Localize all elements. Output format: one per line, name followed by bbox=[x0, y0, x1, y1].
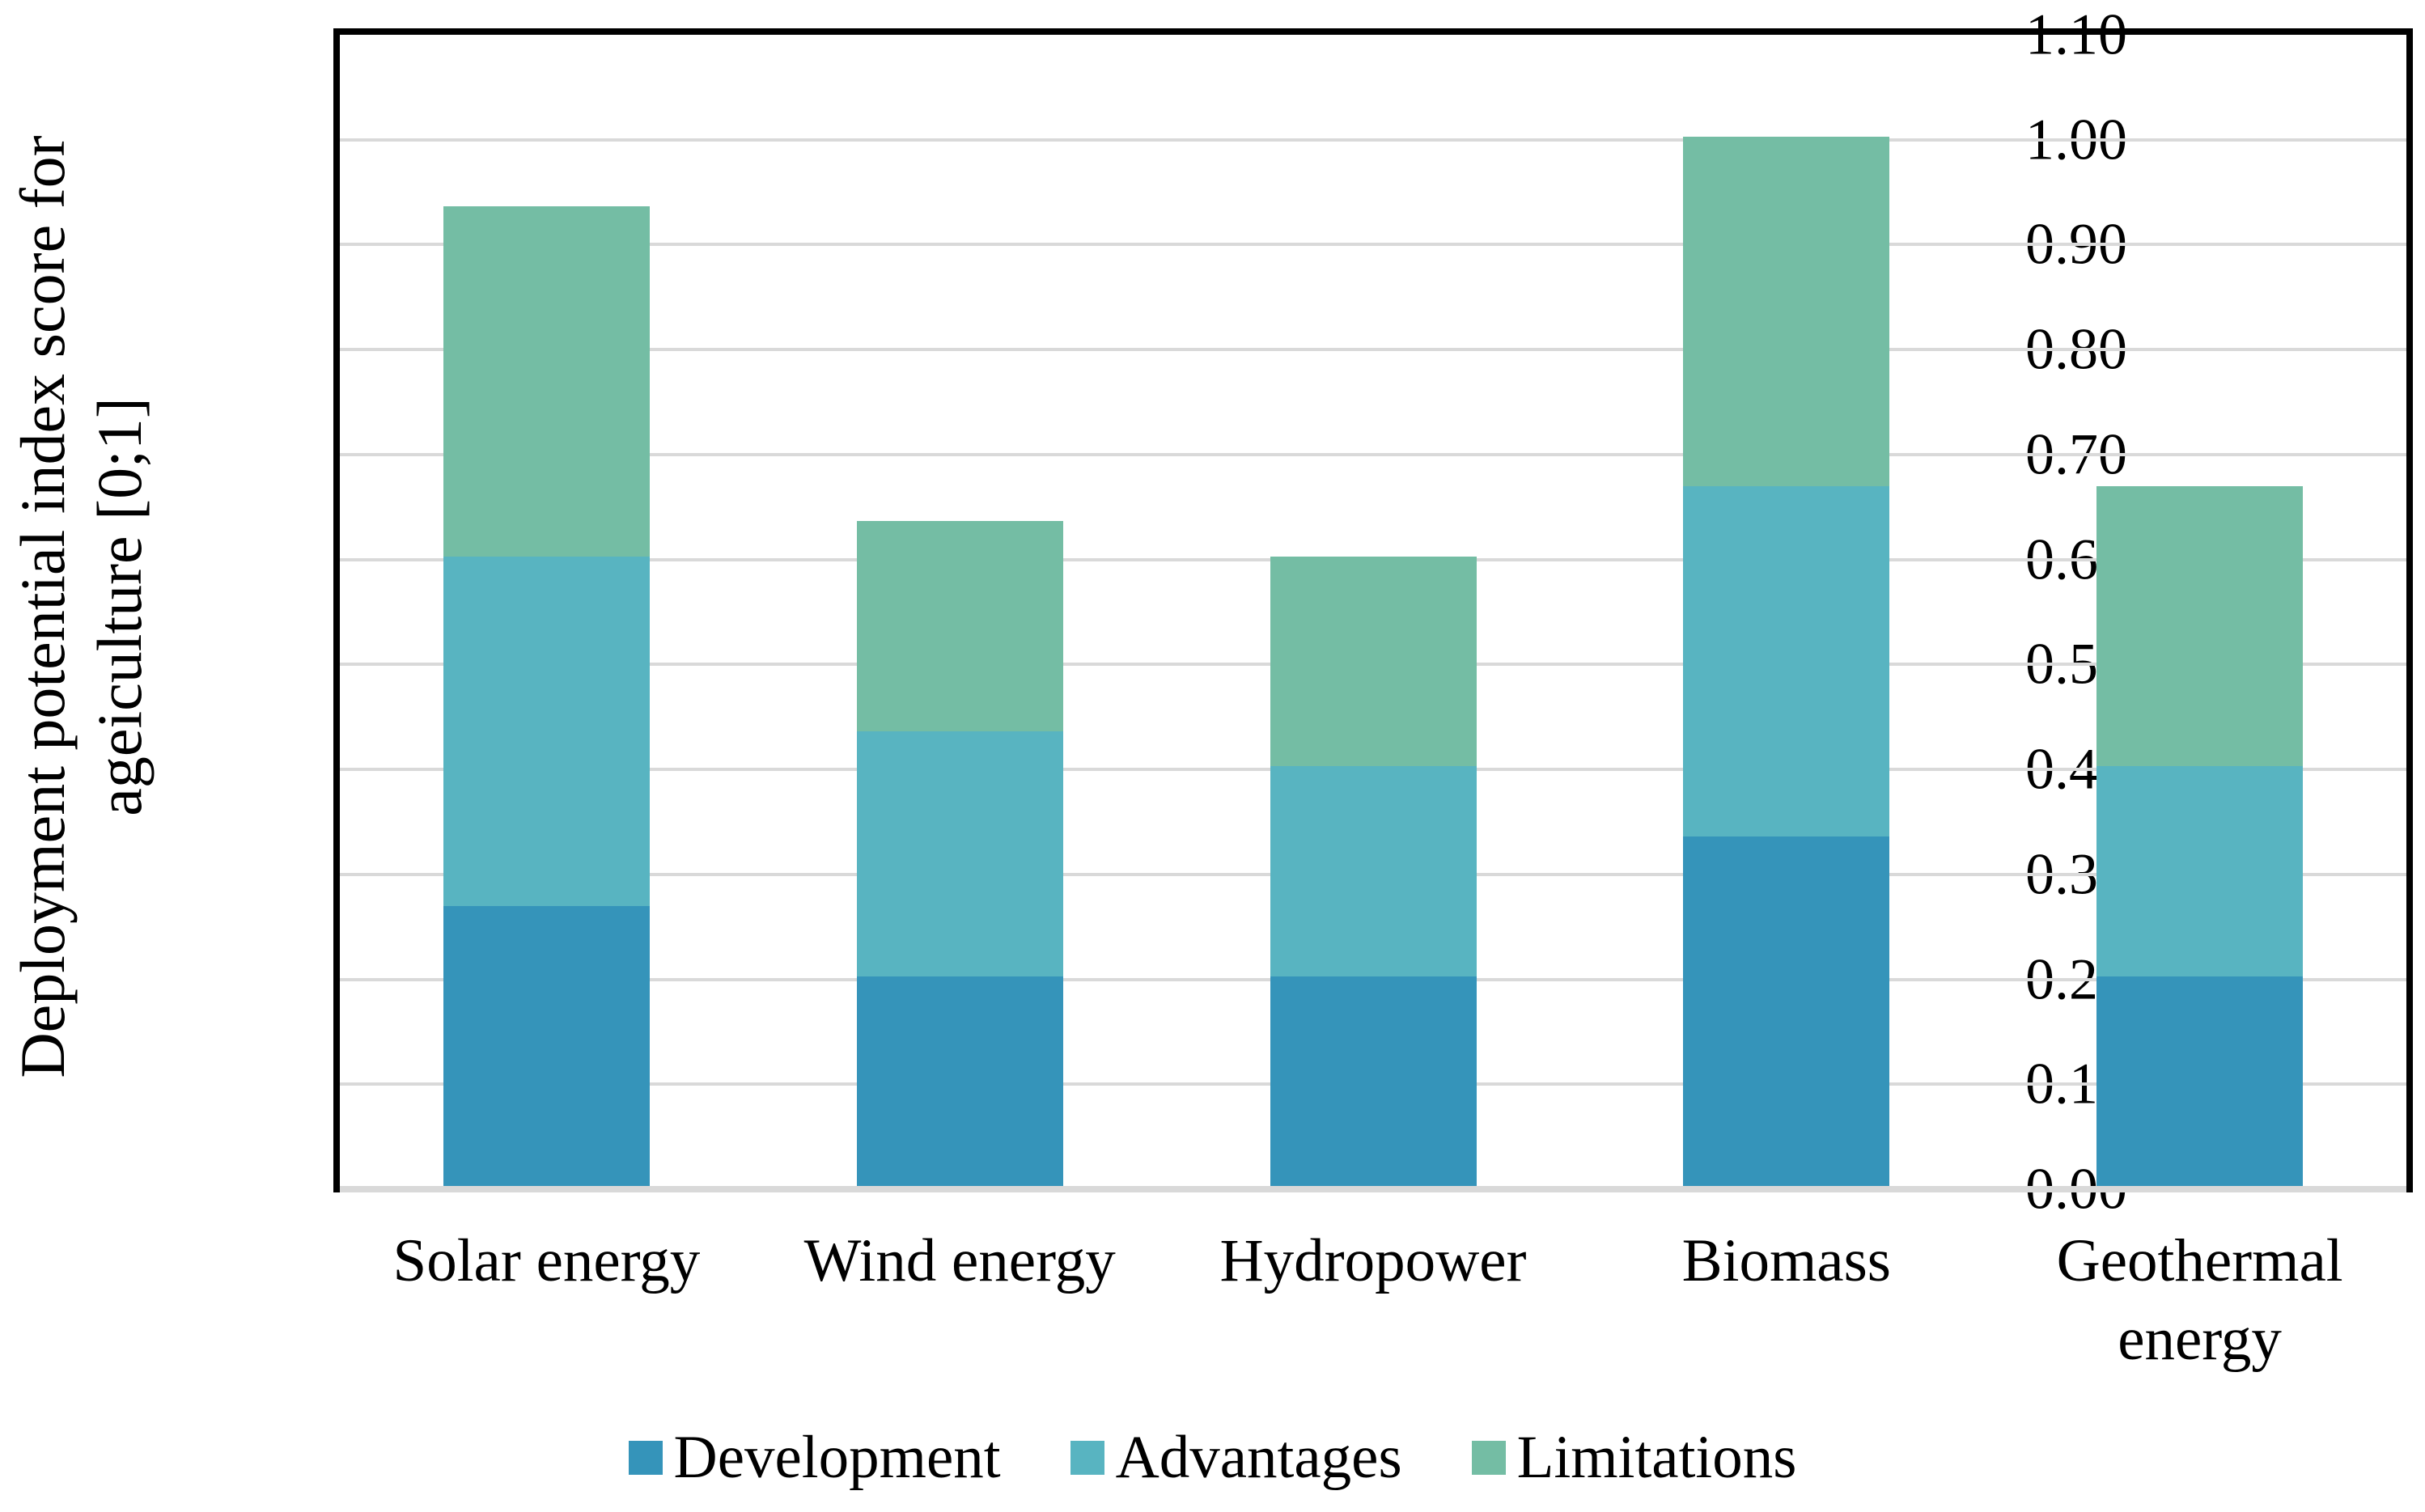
legend-swatch-advantages bbox=[1070, 1441, 1104, 1475]
bar-segment-limitations-wind-energy bbox=[856, 521, 1063, 731]
bar-segment-limitations-biomass bbox=[1683, 136, 1890, 487]
bar-segment-advantages-wind-energy bbox=[856, 731, 1063, 976]
y-axis-title-line2: ageiculture [0;1] bbox=[84, 397, 155, 816]
x-category-label-hydropower: Hydropower bbox=[1219, 1227, 1527, 1294]
bar-segment-limitations-geothermal-energy bbox=[2096, 486, 2304, 767]
legend-label-advantages: Advantages bbox=[1115, 1424, 1402, 1491]
bar-segment-advantages-biomass bbox=[1683, 486, 1890, 836]
gridline-0.80 bbox=[340, 348, 2406, 352]
plot-area bbox=[333, 28, 2413, 1192]
bar-segment-development-wind-energy bbox=[856, 976, 1063, 1186]
x-category-label-solar-energy: Solar energy bbox=[392, 1227, 701, 1294]
x-category-label-geothermal-energy: Geothermal energy bbox=[2056, 1227, 2343, 1373]
legend-swatch-limitations bbox=[1471, 1441, 1506, 1475]
legend-label-limitations: Limitations bbox=[1516, 1424, 1797, 1491]
bar-segment-advantages-solar-energy bbox=[443, 556, 650, 907]
legend-item-development: Development bbox=[628, 1424, 1001, 1491]
legend-label-development: Development bbox=[673, 1424, 1001, 1491]
bar-segment-development-hydropower bbox=[1270, 976, 1477, 1186]
gridline-0.90 bbox=[340, 243, 2406, 247]
gridline-1.00 bbox=[340, 138, 2406, 142]
x-category-label-biomass: Biomass bbox=[1681, 1227, 1891, 1294]
bar-segment-limitations-solar-energy bbox=[443, 206, 650, 557]
gridline-0.70 bbox=[340, 452, 2406, 456]
bar-segment-advantages-hydropower bbox=[1270, 766, 1477, 976]
y-axis-title: Deployment potential index score for age… bbox=[4, 28, 158, 1185]
y-axis-title-line1: Deployment potential index score for bbox=[7, 135, 78, 1078]
legend-item-advantages: Advantages bbox=[1070, 1425, 1402, 1490]
legend-item-limitations: Limitations bbox=[1471, 1424, 1797, 1491]
bar-segment-development-geothermal-energy bbox=[2096, 976, 2304, 1186]
bar-segment-development-solar-energy bbox=[443, 906, 650, 1186]
bar-segment-development-biomass bbox=[1683, 836, 1890, 1186]
legend-swatch-development bbox=[628, 1441, 663, 1475]
plot-inner-area bbox=[340, 35, 2406, 1192]
bar-segment-advantages-geothermal-energy bbox=[2096, 766, 2304, 976]
x-axis-line bbox=[340, 1186, 2406, 1192]
x-category-label-wind-energy: Wind energy bbox=[803, 1227, 1116, 1294]
bar-segment-limitations-hydropower bbox=[1270, 556, 1477, 767]
legend: Development Advantages Limitations bbox=[0, 1425, 2425, 1490]
